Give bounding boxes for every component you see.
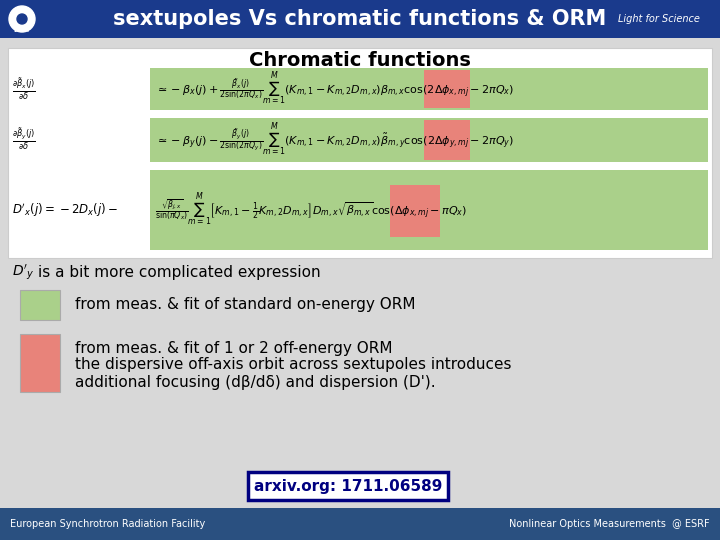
Bar [0,0,55,38]
Text: European Synchrotron Radiation Facility: European Synchrotron Radiation Facility [10,519,205,529]
Text: the dispersive off-axis orbit across sextupoles introduces: the dispersive off-axis orbit across sex… [75,357,511,373]
Text: Chromatic functions: Chromatic functions [249,51,471,70]
Text: $\frac{\partial\tilde{\beta}_y(j)}{\partial\delta}$: $\frac{\partial\tilde{\beta}_y(j)}{\part… [12,127,36,153]
Bar [20,290,60,320]
Bar [20,334,60,392]
Circle shape [9,6,35,32]
Bar [424,120,470,160]
Bar [150,118,708,162]
Bar [150,68,708,110]
Text: Light for Science: Light for Science [618,14,700,24]
Text: is a bit more complicated expression: is a bit more complicated expression [38,265,320,280]
Bar [424,70,470,108]
Bar [150,170,708,250]
Circle shape [17,14,27,24]
Text: $\simeq -\beta_x(j) + \frac{\tilde{\beta}_x(j)}{2\sin(2\pi Q_x)}\sum_{m=1}^{M}(K: $\simeq -\beta_x(j) + \frac{\tilde{\beta… [155,70,514,107]
Text: $D'_y$: $D'_y$ [12,262,35,282]
Text: $D'_x(j) = -2D_x(j) -$: $D'_x(j) = -2D_x(j) -$ [12,201,118,219]
Text: ESRF: ESRF [13,28,31,33]
Bar [0,508,720,540]
Bar [390,185,440,237]
Text: from meas. & fit of 1 or 2 off-energy ORM: from meas. & fit of 1 or 2 off-energy OR… [75,341,392,355]
Text: from meas. & fit of standard on-energy ORM: from meas. & fit of standard on-energy O… [75,298,415,313]
Bar [0,0,720,38]
Bar [8,48,712,258]
Text: Nonlinear Optics Measurements  @ ESRF: Nonlinear Optics Measurements @ ESRF [509,519,710,529]
Bar [248,472,448,500]
Text: sextupoles Vs chromatic functions & ORM: sextupoles Vs chromatic functions & ORM [113,9,607,29]
Text: additional focusing (dβ/dδ) and dispersion (D').: additional focusing (dβ/dδ) and dispersi… [75,375,436,389]
Text: $\simeq -\beta_y(j) - \frac{\tilde{\beta}_y(j)}{2\sin(2\pi Q_y)}\sum_{m=1}^{M}(K: $\simeq -\beta_y(j) - \frac{\tilde{\beta… [155,122,514,159]
Text: $\frac{\partial\tilde{\beta}_x(j)}{\partial\delta}$: $\frac{\partial\tilde{\beta}_x(j)}{\part… [12,76,36,102]
Text: arxiv.org: 1711.06589: arxiv.org: 1711.06589 [254,478,442,494]
Text: $\frac{\sqrt{\beta_{j,x}}}{\sin(\pi Q_x)}\sum_{m=1}^{M}\left[K_{m,1} - \frac{1}{: $\frac{\sqrt{\beta_{j,x}}}{\sin(\pi Q_x)… [155,191,467,228]
